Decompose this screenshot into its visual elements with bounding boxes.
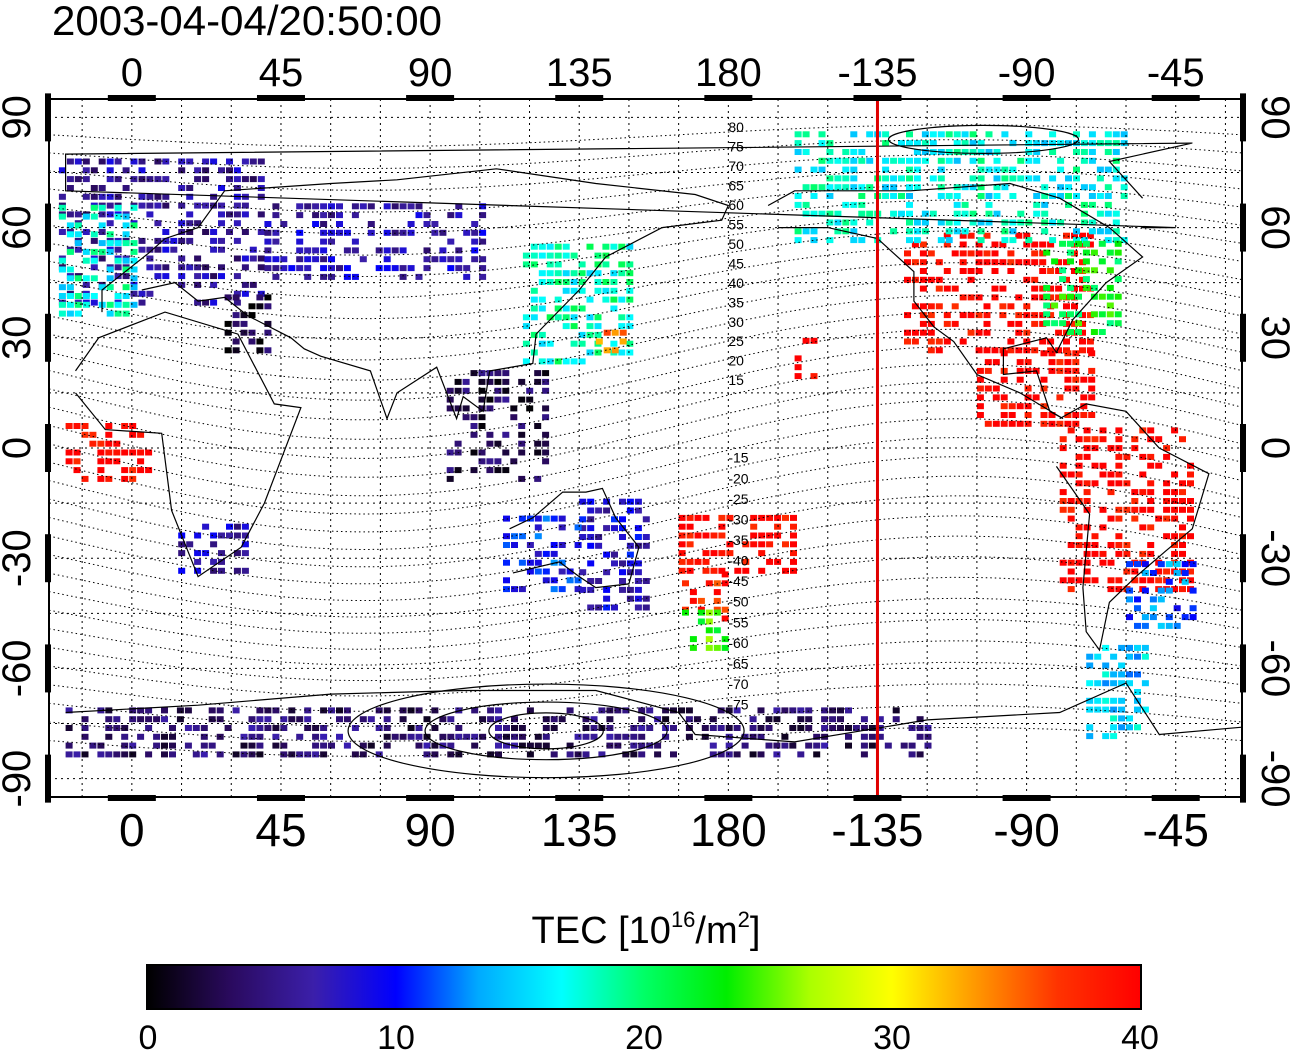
- top-lon-label: 45: [259, 51, 304, 95]
- contour-label: 25: [728, 333, 744, 349]
- lat-lon-grid: [49, 99, 1242, 797]
- tec-region-na-east: [1043, 240, 1122, 335]
- contour-label: 65: [728, 177, 744, 193]
- tec-region-indonesia: [446, 370, 550, 482]
- tec-region-japan-south: [595, 329, 627, 354]
- colorbar-tick-label: 0: [138, 1019, 158, 1057]
- right-lat-label: 30: [1253, 316, 1292, 361]
- bottom-lon-label: 135: [541, 804, 618, 856]
- contour-label: 70: [728, 158, 744, 174]
- left-lat-label: 60: [0, 205, 39, 250]
- contour-label: 80: [728, 119, 744, 135]
- tec-region-w-africa: [65, 423, 153, 482]
- contour-label: 50: [728, 236, 744, 252]
- bottom-lon-label: -45: [1142, 804, 1208, 856]
- tec-region-mideast: [224, 294, 272, 354]
- coastlines: [65, 142, 1242, 743]
- top-lon-label: 180: [695, 51, 762, 95]
- contour-label: -40: [728, 553, 748, 569]
- contour-label: -70: [728, 676, 748, 692]
- left-lat-label: -30: [0, 529, 39, 587]
- tec-region-hawaii: [794, 337, 818, 380]
- contour-label: 40: [728, 275, 744, 291]
- right-lat-label: 90: [1253, 95, 1292, 139]
- top-lon-label: 135: [546, 51, 613, 95]
- contour-label: -35: [728, 532, 748, 548]
- plot-area: 80 75 70 65 60 55 50 45 40 35 30 25 20 15 -15 -20 -25 -30…: [45, 93, 1246, 803]
- bottom-lon-label: 45: [255, 804, 306, 856]
- colorbar-tick-label: 40: [1121, 1019, 1159, 1057]
- tec-region-antarctic: [65, 707, 932, 758]
- right-lat-label: -60: [1253, 639, 1292, 697]
- contour-label: -45: [728, 573, 748, 589]
- contour-label: 60: [728, 197, 744, 213]
- top-lon-label: -135: [837, 51, 917, 95]
- colorbar: [146, 964, 1142, 1010]
- tec-region-patagonia: [1086, 644, 1149, 740]
- tec-region-japan-china: [522, 243, 634, 365]
- contour-label: -25: [728, 491, 748, 507]
- contour-label: 35: [728, 294, 744, 310]
- bottom-lon-label: 90: [405, 804, 456, 856]
- colorbar-tick-label: 10: [377, 1019, 415, 1057]
- tec-world-map: 80 75 70 65 60 55 50 45 40 35 30 25 20 15 -15 -20 -25 -30…: [0, 51, 1292, 856]
- colorbar-tick-label: 30: [873, 1019, 911, 1057]
- tec-region-s-africa: [178, 523, 249, 574]
- contour-label: 45: [728, 255, 744, 271]
- right-lat-label: -30: [1253, 529, 1292, 587]
- magnetic-latitude-contours: [49, 124, 1242, 779]
- colorbar-tick-label: 20: [625, 1019, 663, 1057]
- axis-labels: 0 45 90 135 180 -135 -90 -45 0 45 90 135 180 -135 -90 -…: [0, 51, 1292, 856]
- tec-region-north-america: [904, 232, 1094, 354]
- contour-label: 15: [728, 372, 744, 388]
- top-lon-label: -45: [1147, 51, 1205, 95]
- contour-label: 55: [728, 216, 744, 232]
- contour-label: -65: [728, 655, 748, 671]
- page-title: 2003-04-04/20:50:00: [52, 0, 442, 44]
- top-lon-label: 90: [408, 51, 453, 95]
- bottom-lon-label: -135: [831, 804, 923, 856]
- contour-label: 75: [728, 139, 744, 155]
- tec-region-australia-west: [503, 515, 582, 593]
- contour-labels: 80 75 70 65 60 55 50 45 40 35 30 25 20 15 -15 -20 -25 -30…: [728, 119, 748, 713]
- right-lat-label: 60: [1253, 205, 1292, 250]
- right-lat-label: 0: [1253, 437, 1292, 459]
- contour-label: -50: [728, 594, 748, 610]
- colorbar-title: TEC [1016/m2]: [531, 907, 761, 953]
- left-lat-label: 90: [0, 95, 39, 139]
- tec-region-w-europe-edge: [58, 204, 138, 317]
- contour-label: -20: [728, 470, 748, 486]
- bottom-lon-label: -90: [993, 804, 1059, 856]
- frame-ticks: [45, 93, 1246, 803]
- contour-label: -75: [728, 697, 748, 713]
- left-lat-label: 30: [0, 316, 39, 361]
- contour-label: 20: [728, 353, 744, 369]
- contour-label: -55: [728, 614, 748, 630]
- left-lat-label: -60: [0, 639, 39, 697]
- contour-label: 30: [728, 314, 744, 330]
- left-lat-label: 0: [0, 437, 39, 459]
- contour-label: -30: [728, 511, 748, 527]
- tec-region-nz-south: [682, 609, 729, 651]
- top-lon-label: -90: [998, 51, 1056, 95]
- right-lat-label: -90: [1253, 750, 1292, 808]
- contour-label: -60: [728, 635, 748, 651]
- bottom-lon-label: 0: [119, 804, 145, 856]
- left-lat-label: -90: [0, 750, 39, 808]
- contour-label: -15: [728, 450, 748, 466]
- bottom-lon-label: 180: [690, 804, 767, 856]
- top-lon-label: 0: [121, 51, 143, 95]
